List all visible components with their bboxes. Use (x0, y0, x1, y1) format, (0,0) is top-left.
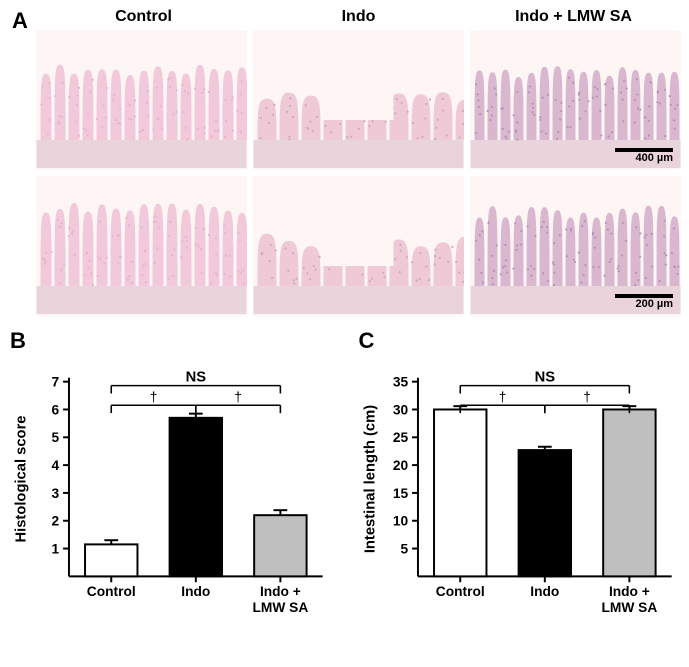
scalebar: 200 µm (615, 294, 673, 310)
panel-a-label: A (12, 8, 28, 34)
svg-text:5: 5 (400, 541, 408, 556)
svg-text:†: † (234, 389, 242, 404)
svg-text:15: 15 (392, 486, 408, 501)
bottom-charts: B 1 2 3 4 5 6 7 Histological score Control Indo In… (8, 330, 681, 630)
histology-image (36, 176, 247, 316)
svg-text:25: 25 (392, 430, 408, 445)
svg-text:Indo +: Indo + (260, 584, 301, 599)
histology-image (36, 30, 247, 170)
svg-text:Intestinal length (cm): Intestinal length (cm) (362, 405, 378, 553)
svg-text:30: 30 (392, 402, 408, 417)
panel-b-label: B (10, 328, 26, 354)
svg-text:Indo +: Indo + (608, 584, 649, 599)
svg-text:2: 2 (51, 514, 59, 529)
svg-text:LMW SA: LMW SA (601, 600, 657, 615)
col-header-indo: Indo (251, 8, 466, 30)
svg-text:5: 5 (51, 430, 59, 445)
histology-image (253, 176, 464, 316)
svg-text:†: † (498, 389, 506, 404)
svg-text:35: 35 (392, 375, 408, 390)
panel-a: A Control Indo Indo + LMW SA 400 µm 200 µ… (8, 8, 681, 316)
svg-text:1: 1 (51, 541, 59, 556)
panel-c-chart: 5 10 15 20 25 30 35 Intestinal length (cm) Contr… (357, 330, 682, 630)
col-header-indo-lmwsa: Indo + LMW SA (466, 8, 681, 30)
svg-text:Control: Control (435, 584, 484, 599)
col-header-control: Control (36, 8, 251, 30)
svg-text:LMW SA: LMW SA (253, 600, 309, 615)
svg-text:10: 10 (392, 514, 408, 529)
svg-text:7: 7 (51, 375, 59, 390)
svg-text:Histological score: Histological score (14, 415, 30, 542)
histology-image: 200 µm (470, 176, 681, 316)
svg-text:3: 3 (51, 486, 59, 501)
panel-c: C 5 10 15 20 25 30 35 Intestinal length (cm) Con… (357, 330, 682, 630)
panel-a-column-headers: Control Indo Indo + LMW SA (36, 8, 681, 30)
panel-b: B 1 2 3 4 5 6 7 Histological score Control Indo In… (8, 330, 333, 630)
histology-grid: 400 µm 200 µm (36, 30, 681, 316)
svg-text:†: † (150, 389, 158, 404)
histology-image (253, 30, 464, 170)
panel-b-chart: 1 2 3 4 5 6 7 Histological score Control Indo Indo… (8, 330, 333, 630)
svg-text:Indo: Indo (530, 584, 559, 599)
svg-text:4: 4 (51, 458, 59, 473)
svg-text:NS: NS (186, 370, 207, 386)
panel-c-label: C (359, 328, 375, 354)
svg-text:Indo: Indo (181, 584, 210, 599)
svg-text:20: 20 (392, 458, 408, 473)
svg-text:NS: NS (534, 370, 555, 386)
svg-text:†: † (583, 389, 591, 404)
histology-image: 400 µm (470, 30, 681, 170)
svg-text:Control: Control (87, 584, 136, 599)
scalebar: 400 µm (615, 148, 673, 164)
svg-text:6: 6 (51, 402, 59, 417)
